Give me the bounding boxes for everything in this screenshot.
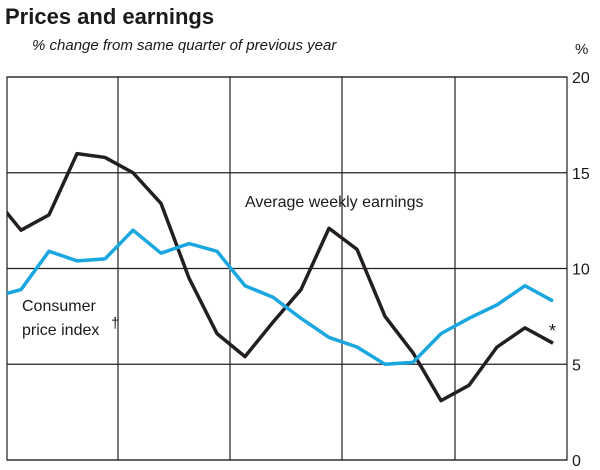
series-line [7,151,554,403]
series-label: Consumer price index [22,298,99,339]
y-tick-label: 0 [572,453,581,470]
series-note: † [111,315,119,332]
chart-subtitle: % change from same quarter of previous y… [32,37,337,54]
y-tick-label: 15 [572,166,590,183]
lines [7,151,554,403]
plot-frame [6,76,568,461]
y-tick-label: 5 [572,357,581,374]
series-note: * [549,321,556,341]
series-line [7,228,554,366]
grid [7,76,567,461]
y-tick-label: 20 [572,70,590,87]
series-label: Average weekly earnings [245,194,423,211]
y-tick-label: 10 [572,262,590,279]
y-unit: % [575,41,588,58]
chart-title: Prices and earnings [5,4,214,29]
